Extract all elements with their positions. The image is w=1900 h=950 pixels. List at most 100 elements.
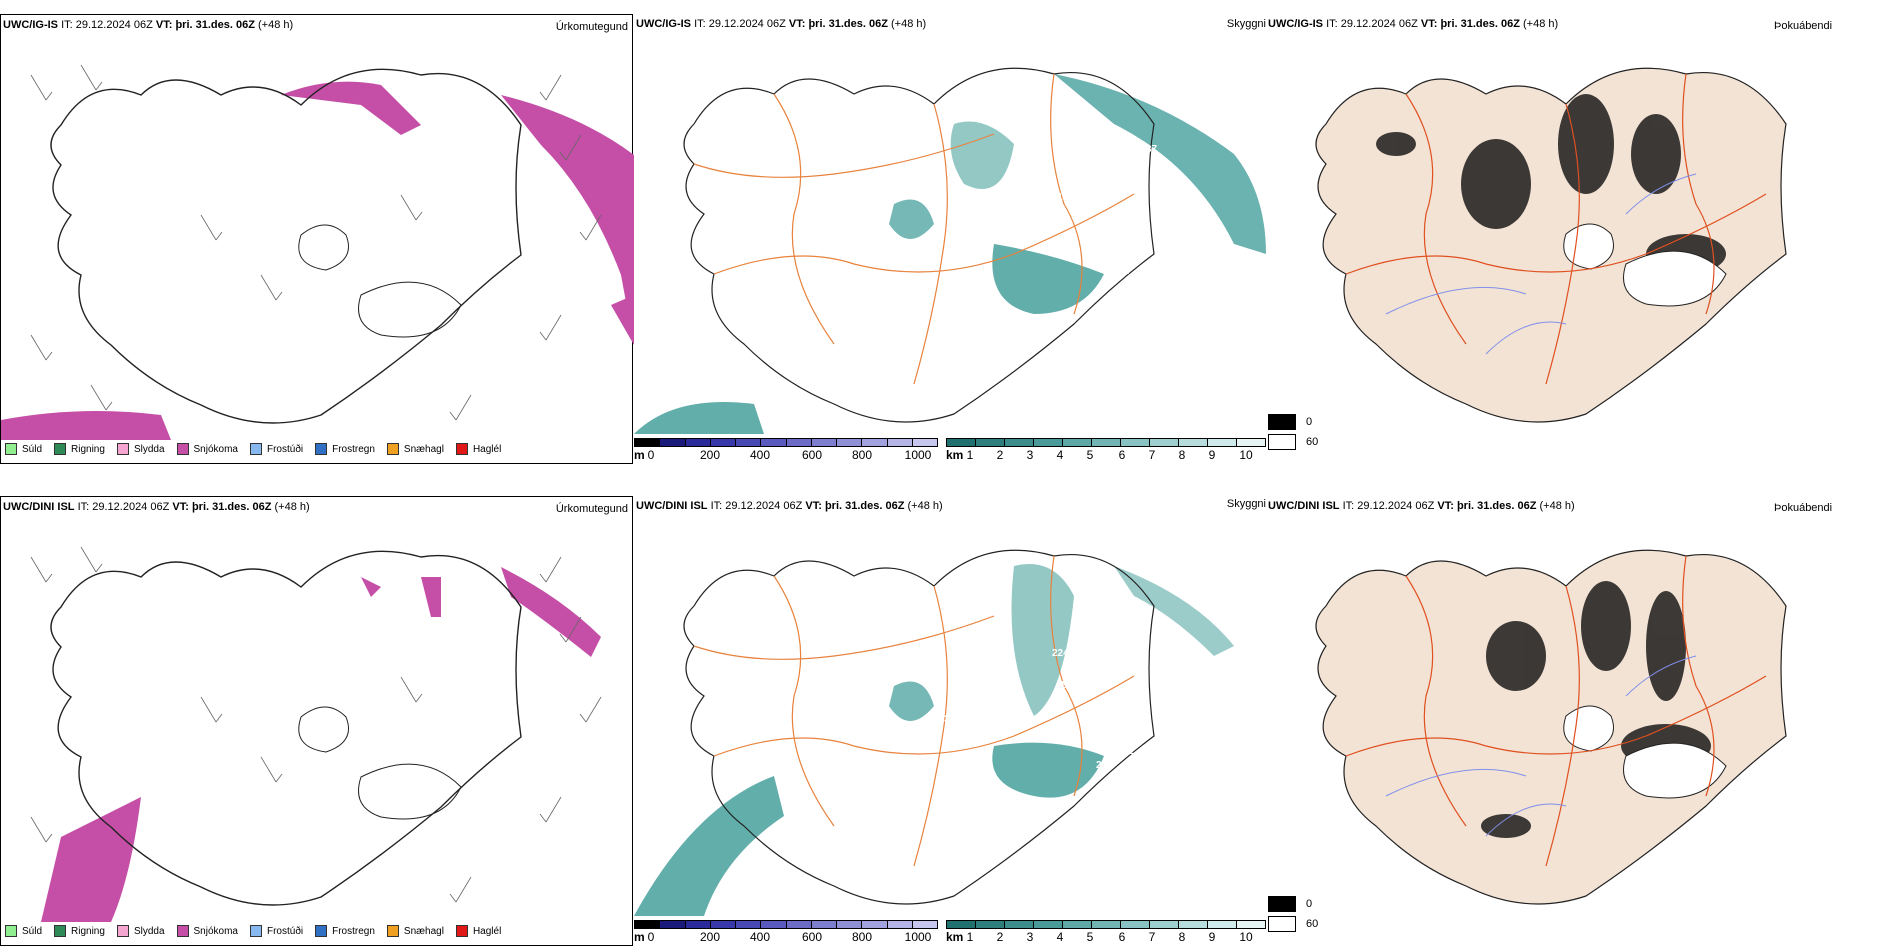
colorbar-segment <box>1208 921 1237 928</box>
colorbar-tick: 1000 <box>904 448 932 462</box>
height-labels: 224 317 327 212 271 181 <box>634 496 1266 916</box>
height-label: 384 <box>946 250 963 261</box>
colorbar-tick: 10 <box>1239 448 1253 462</box>
legend-item: Snæhagl <box>386 925 444 937</box>
legend-swatch <box>249 443 262 455</box>
colorbar-tick: 2 <box>996 930 1004 944</box>
colorbar-segment <box>660 921 686 928</box>
colorbar-segment <box>1034 439 1063 446</box>
colorbar-tick: 0 <box>647 448 655 462</box>
snow-area <box>501 95 634 345</box>
colorbar-tick: 4 <box>1056 930 1064 944</box>
colorbar-segment <box>1179 921 1208 928</box>
legend-swatch <box>455 443 468 455</box>
fog-label: Þokuábendi <box>1774 20 1833 32</box>
colorbar-segment <box>736 439 762 446</box>
colorbar-tick: 400 <box>749 930 771 944</box>
colorbar-segment <box>1237 921 1265 928</box>
colorbar-segment <box>837 921 863 928</box>
legend-item: Frostúði <box>249 443 303 455</box>
fog-legend-item: 0 <box>1268 414 1318 430</box>
colorbar-segment <box>710 921 736 928</box>
colorbar-tick: 5 <box>1086 930 1094 944</box>
legend-swatch <box>386 925 399 937</box>
colorbar-tick: 600 <box>801 930 823 944</box>
colorbar-unit: km <box>946 448 964 462</box>
colorbar-bar <box>946 438 1266 447</box>
colorbar-tick: 1 <box>966 448 974 462</box>
wind-barbs <box>30 64 602 421</box>
legend-swatch <box>386 443 399 455</box>
colorbar-segment <box>1005 921 1034 928</box>
iceland-outline <box>50 68 522 424</box>
legend-swatch <box>315 443 328 455</box>
legend-item: Súld <box>5 443 42 455</box>
colorbar-segment <box>660 439 686 446</box>
precip-map <box>30 546 602 922</box>
colorbar-tick: 600 <box>801 448 823 462</box>
colorbar-segment <box>811 921 837 928</box>
colorbar-segment <box>1150 921 1179 928</box>
visibility-colorbar: km 1 2 3 4 5 6 7 8 9 10 <box>946 438 1266 462</box>
legend-item: Snæhagl <box>386 443 444 455</box>
height-label: 22 <box>1118 266 1130 277</box>
cloudbase-colorbar: m 0 200 400 600 800 1000 <box>634 920 938 944</box>
cloud-visibility-panel-row2: UWC/DINI ISL IT: 29.12.2024 06Z VT: þri.… <box>634 496 1266 946</box>
colorbar-tick: 6 <box>1118 930 1126 944</box>
colorbar-segment <box>1092 439 1121 446</box>
colorbar-segment <box>887 921 913 928</box>
fog-swatch <box>1268 916 1296 932</box>
colorbar-tick: 0 <box>647 930 655 944</box>
colorbar-tick: 5 <box>1086 448 1094 462</box>
colorbar-tick: 200 <box>699 930 721 944</box>
colorbar-segment <box>862 921 888 928</box>
panel-title: UWC/IG-IS IT: 29.12.2024 06Z VT: þri. 31… <box>1268 18 1559 30</box>
precip-type-panel-row1: UWC/IG-IS IT: 29.12.2024 06Z VT: þri. 31… <box>0 14 634 464</box>
fog-legend-row2: 0 60 <box>1268 896 1318 936</box>
colorbar-bar <box>634 438 938 447</box>
legend-item: Rigning <box>54 443 105 455</box>
precip-type-panel-row2: UWC/DINI ISL IT: 29.12.2024 06Z VT: þri.… <box>0 496 633 946</box>
legend-item: Slydda <box>116 925 165 937</box>
colorbar-tick: 3 <box>1026 930 1034 944</box>
precip-type-label: Úrkomutegund <box>555 503 628 515</box>
legend-item: Snjókoma <box>176 443 238 455</box>
height-label: 263 <box>1094 156 1111 167</box>
colorbar-unit: m <box>634 930 645 944</box>
legend-item: Rigning <box>54 925 105 937</box>
colorbar-segment <box>947 921 976 928</box>
colorbar-tick: 1 <box>966 930 974 944</box>
colorbar-segment <box>1121 439 1150 446</box>
colorbar-tick: 3 <box>1026 448 1034 462</box>
colorbar-segment <box>1208 439 1237 446</box>
colorbar-tick: 7 <box>1148 448 1156 462</box>
colorbar-bar <box>946 920 1266 929</box>
colorbar-segment <box>912 921 937 928</box>
fog-map <box>1315 67 1787 423</box>
precip-legend: Súld Rigning Slydda Snjókoma Frostúði Fr… <box>5 443 513 455</box>
visibility-colorbar: km 1 2 3 4 5 6 7 8 9 10 <box>946 920 1266 944</box>
colorbar-segment <box>736 921 762 928</box>
colorbar-segment <box>947 439 976 446</box>
legend-swatch <box>116 443 129 455</box>
colorbar-tick: 9 <box>1208 930 1216 944</box>
colorbar-segment <box>912 439 937 446</box>
colorbar-segment <box>761 921 787 928</box>
fog-legend-item: 60 <box>1268 916 1318 932</box>
precip-map <box>1 64 634 440</box>
colorbar-segment <box>685 921 711 928</box>
fog-legend-row1: 0 60 <box>1268 414 1318 454</box>
legend-swatch <box>54 925 67 937</box>
colorbar-segment <box>685 439 711 446</box>
height-label: 271 <box>1096 760 1113 771</box>
height-label: 501 <box>1046 192 1063 203</box>
colorbar-segment <box>1005 439 1034 446</box>
colorbar-segment <box>862 439 888 446</box>
fog-index-panel-row1: UWC/IG-IS IT: 29.12.2024 06Z VT: þri. 31… <box>1266 14 1900 464</box>
legend-swatch <box>116 925 129 937</box>
fog-swatch <box>1268 414 1296 430</box>
glacier-outline <box>298 224 349 271</box>
colorbar-tick: 10 <box>1239 930 1253 944</box>
colorbar-tick: 7 <box>1148 930 1156 944</box>
legend-swatch <box>176 443 189 455</box>
